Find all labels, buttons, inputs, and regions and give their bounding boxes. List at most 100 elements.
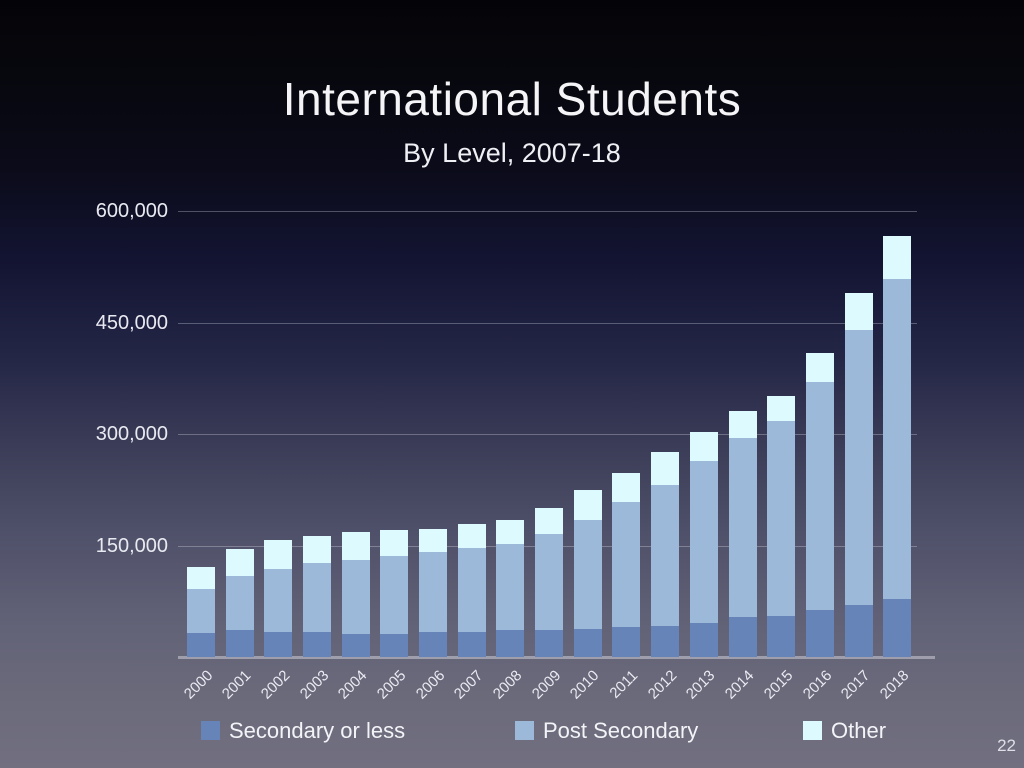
bar-2002-segment-secondary-or-less <box>264 631 293 657</box>
bar-2014-segment-post-secondary <box>728 438 757 617</box>
bar-2003-segment-post-secondary <box>303 562 332 633</box>
bar-2012-segment-other <box>651 451 680 485</box>
x-axis-label-2009: 2009 <box>528 667 565 703</box>
bar-2018-segment-post-secondary <box>883 278 912 600</box>
bar-2016-segment-secondary-or-less <box>805 610 834 657</box>
bar-2005-segment-other <box>380 529 409 556</box>
bar-2001 <box>225 549 254 657</box>
x-axis-label-2014: 2014 <box>721 667 758 703</box>
gridline-300000 <box>178 434 917 435</box>
x-axis-label-2004: 2004 <box>335 667 371 703</box>
bar-2011-segment-post-secondary <box>612 501 641 628</box>
bar-2014-segment-other <box>728 410 757 439</box>
legend-label-other: Other <box>831 718 887 743</box>
bar-2001-segment-secondary-or-less <box>225 630 254 657</box>
legend-label-secondary-or-less: Secondary or less <box>229 718 406 743</box>
bar-2002 <box>264 540 293 657</box>
bar-2013 <box>689 431 718 657</box>
plot-area <box>178 211 935 659</box>
x-axis-label-2010: 2010 <box>567 667 603 703</box>
bar-2012 <box>651 451 680 657</box>
x-axis-label-2008: 2008 <box>489 667 526 703</box>
bar-2018-segment-secondary-or-less <box>883 599 912 657</box>
x-axis-label-2013: 2013 <box>683 667 719 703</box>
bar-2005 <box>380 529 409 657</box>
bar-2016-segment-other <box>805 352 834 382</box>
bar-2010-segment-secondary-or-less <box>573 628 602 657</box>
bar-2016 <box>805 352 834 657</box>
bar-2005-segment-secondary-or-less <box>380 633 409 657</box>
bar-2010-segment-post-secondary <box>573 519 602 629</box>
bar-2013-segment-secondary-or-less <box>689 622 718 657</box>
bar-2014 <box>728 410 757 657</box>
bar-2001-segment-other <box>225 549 254 576</box>
bar-2009-segment-other <box>535 507 564 534</box>
x-axis-label-2005: 2005 <box>373 667 410 703</box>
bar-2003-segment-other <box>303 535 332 563</box>
bar-2015-segment-secondary-or-less <box>767 616 796 657</box>
bar-2013-segment-post-secondary <box>689 460 718 623</box>
x-axis-label-2015: 2015 <box>760 667 797 703</box>
y-axis-label-300000: 300,000 <box>95 423 168 445</box>
bar-2017-segment-other <box>844 292 873 330</box>
y-axis-label-150000: 150,000 <box>95 534 168 557</box>
bar-2015-segment-post-secondary <box>767 421 796 617</box>
bar-2001-segment-post-secondary <box>225 576 254 631</box>
bar-2009 <box>535 507 564 657</box>
x-axis-label-2000: 2000 <box>180 667 217 703</box>
bar-2007 <box>457 523 486 657</box>
bar-2006-segment-post-secondary <box>419 552 448 633</box>
bar-2005-segment-post-secondary <box>380 555 409 634</box>
bar-2000-segment-post-secondary <box>187 588 215 634</box>
bar-2008 <box>496 520 525 657</box>
bar-2011-segment-other <box>612 472 641 502</box>
bar-2010 <box>573 489 602 657</box>
legend-swatch-secondary-or-less <box>201 721 220 740</box>
bar-2008-segment-secondary-or-less <box>496 630 525 657</box>
x-axis-label-2018: 2018 <box>876 667 913 703</box>
x-axis-label-2016: 2016 <box>799 667 835 703</box>
x-axis-line <box>178 656 935 659</box>
bar-2012-segment-secondary-or-less <box>651 625 680 657</box>
bar-2017-segment-secondary-or-less <box>844 604 873 657</box>
bar-2011-segment-secondary-or-less <box>612 627 641 657</box>
bar-2004-segment-secondary-or-less <box>341 633 370 657</box>
legend-swatch-other <box>803 721 822 740</box>
bar-2008-segment-other <box>496 520 525 545</box>
x-axis-label-2001: 2001 <box>219 667 255 703</box>
bar-2000 <box>187 567 215 657</box>
bar-2011 <box>612 472 641 657</box>
chart-subtitle: By Level, 2007-18 <box>403 138 621 168</box>
bar-2017-segment-post-secondary <box>844 329 873 605</box>
chart-title: International Students <box>282 73 742 125</box>
bar-2013-segment-other <box>689 431 718 461</box>
bar-2003 <box>303 535 332 657</box>
bar-2006-segment-other <box>419 529 448 553</box>
bar-2014-segment-secondary-or-less <box>728 616 757 657</box>
x-axis-label-2012: 2012 <box>644 667 681 703</box>
legend-label-post-secondary: Post Secondary <box>543 718 699 743</box>
x-axis-label-2011: 2011 <box>606 667 642 702</box>
bar-2006 <box>419 529 448 657</box>
bar-2015 <box>767 396 796 657</box>
bar-2018 <box>883 235 912 657</box>
bar-2002-segment-other <box>264 540 293 569</box>
bar-2009-segment-post-secondary <box>535 533 564 630</box>
gridline-600000 <box>178 211 917 212</box>
bar-2000-segment-other <box>187 567 215 589</box>
bar-2016-segment-post-secondary <box>805 381 834 611</box>
bar-2000-segment-secondary-or-less <box>187 633 215 657</box>
bar-2007-segment-other <box>457 523 486 549</box>
x-axis-label-2006: 2006 <box>412 667 449 703</box>
y-axis-label-600000: 600,000 <box>95 200 168 222</box>
bar-2006-segment-secondary-or-less <box>419 632 448 657</box>
bar-2007-segment-secondary-or-less <box>457 631 486 657</box>
legend-swatch-post-secondary <box>515 721 534 740</box>
x-axis-label-2017: 2017 <box>837 667 874 703</box>
bar-2009-segment-secondary-or-less <box>535 629 564 657</box>
bar-2002-segment-post-secondary <box>264 568 293 632</box>
bar-2017 <box>844 292 873 657</box>
bar-2018-segment-other <box>883 235 912 279</box>
bar-2004 <box>341 532 370 657</box>
